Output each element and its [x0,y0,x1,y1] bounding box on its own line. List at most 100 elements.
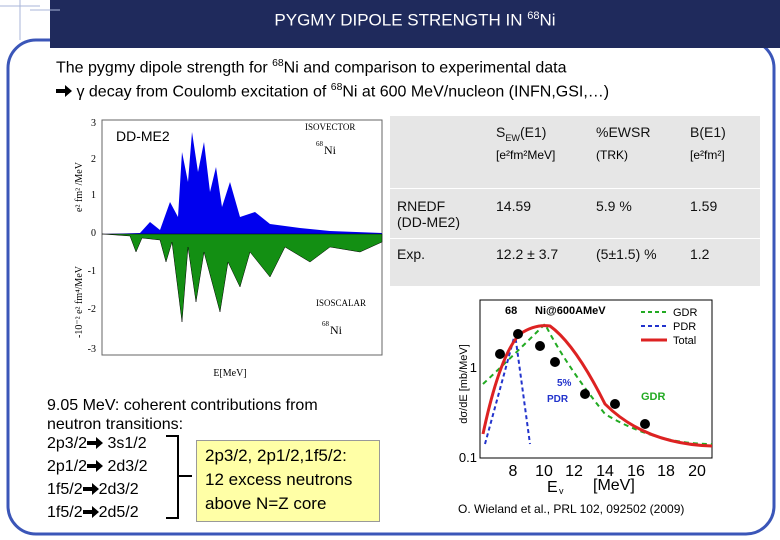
note-line: 9.05 MeV: coherent contributions from [47,397,318,414]
col-head: %EWSR [596,124,651,140]
arrow [56,85,72,98]
highlight-box: 2p3/2, 2p1/2,1f5/2: 12 excess neutrons a… [196,440,380,522]
col-head: B(E1) [690,124,726,140]
legend-entry: PDR [673,321,696,333]
t: 3s1/2 [107,435,147,452]
y-label: e² fm² /MeV [74,161,85,212]
transition: 1f5/2 2d3/2 [47,480,318,499]
cell: 1.59 [690,198,718,214]
t: 2p1/2 [47,458,88,475]
cell: Exp. [397,246,426,262]
y-tick: 1 [91,190,96,201]
y-tick: -3 [88,344,96,355]
citation: O. Wieland et al., PRL 102, 092502 (2009… [458,502,685,516]
x-tick: 18 [657,463,675,480]
col-unit: [e²fm²MeV] [496,148,556,162]
cell: RNEDF (DD-ME2) [397,198,460,230]
t: Ni at 600 MeV/nucleon (INFN,GSI,…) [342,83,610,101]
plot-frame [479,299,713,459]
rule [390,188,760,189]
y-label: dσ/dE [mb/MeV] [458,344,470,424]
t: 1f5/2 [47,481,83,498]
title-sup: 68 [527,10,540,22]
cell: 12.2 ± 3.7 [496,246,559,262]
t: 68 [330,82,343,93]
arrow [82,483,99,495]
col-unit: [e²fm²] [690,148,725,162]
y-tick: 0.1 [459,450,477,465]
decor [0,0,60,40]
model-label: DD-ME2 [116,128,170,144]
arrow [87,460,104,472]
box-line: 12 excess neutrons [205,470,353,489]
y-tick: 1 [470,360,477,375]
transition: 2p1/2 2d3/2 [47,457,318,476]
transition: 2p3/2 3s1/2 [47,434,318,453]
annotation: PDR [547,394,569,405]
title-end: Ni [539,10,556,30]
y-label: -10⁻² e² fm⁴/MeV [74,265,85,338]
t: EW [505,132,520,143]
title: PYGMY DIPOLE STRENGTH IN 68Ni [50,10,780,31]
t: (E1) [520,124,547,140]
t: 68 [272,58,284,69]
total-curve [481,324,713,448]
title-text: PYGMY DIPOLE STRENGTH IN [274,10,528,30]
x-tick: 12 [565,463,583,480]
x-label: E[MeV] [213,368,246,379]
t: 2d3/2 [107,458,148,475]
isoscalar-strength [101,233,383,323]
x-tick: 8 [509,463,518,480]
x-label: E [547,479,558,494]
note-line: neutron transitions: [47,416,184,433]
x-tick: 16 [627,463,645,480]
col-head: SEW(E1) [496,124,546,143]
t: 2d5/2 [98,504,139,521]
t: S [496,124,506,140]
label: ISOSCALAR [316,298,366,308]
t: γ decay from Coulomb excitation of [76,83,331,101]
isovector-strength [102,132,382,234]
title-bar [50,0,780,48]
x-unit: [MeV] [593,477,635,494]
cell: (5±1.5) % [596,246,657,262]
annotation: GDR [641,391,666,403]
cell: 1.2 [690,246,710,262]
intro-1: The pygmy dipole strength for 68Ni and c… [56,58,567,77]
notes: 9.05 MeV: coherent contributions from ne… [47,396,318,522]
y-tick: 2 [91,154,96,165]
t: 1f5/2 [47,504,83,521]
y-tick: 3 [91,118,96,129]
rule [390,238,760,239]
label: Ni [330,323,343,337]
legend-entry: GDR [673,307,698,319]
bracket [166,435,192,519]
table [390,116,760,286]
y-tick: 0 [91,228,96,239]
x-tick: 20 [688,463,706,480]
x-label-sub: γ [559,486,564,494]
t: 2d3/2 [98,481,139,498]
label: 68 [505,305,517,317]
arrow [87,437,104,449]
label: Ni@600AMeV [535,305,606,317]
t: Ni and comparison to experimental data [283,59,567,77]
legend-entry: Total [673,335,696,347]
t: The pygmy dipole strength for [56,59,273,77]
label: 68 [322,320,330,328]
cell: 14.59 [496,198,532,214]
box-line: 2p3/2, 2p1/2,1f5/2: [205,446,347,465]
data-points [495,329,650,429]
y-tick: -1 [88,266,96,277]
col-unit: (TRK) [596,148,628,162]
left-plot: 3 2 1 0 -1 -2 -3 e² fm² /MeV -10⁻² e² fm… [74,118,383,379]
x-tick: 14 [596,463,614,480]
box-line: above N=Z core [205,494,327,513]
x-tick: 10 [535,463,553,480]
y-tick: -2 [88,304,96,315]
t: 2p3/2 [47,435,88,452]
annotation: 5% [557,378,572,389]
label: ISOVECTOR [305,122,355,132]
